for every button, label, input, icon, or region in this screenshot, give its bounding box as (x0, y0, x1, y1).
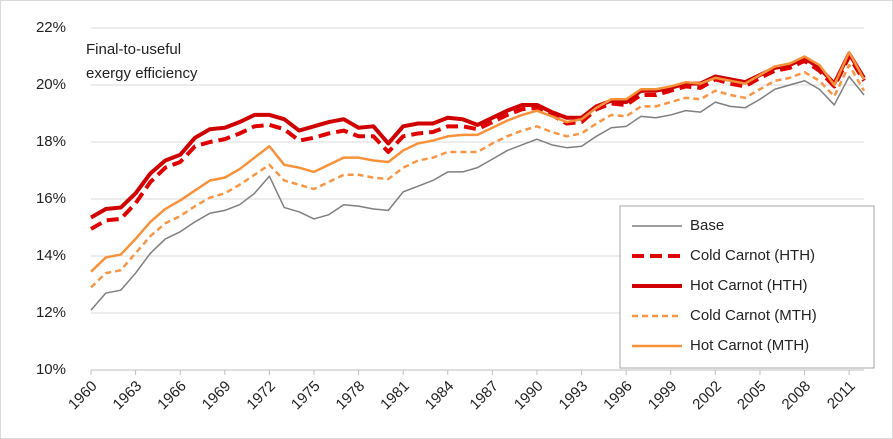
y-tick-label: 12% (36, 304, 66, 321)
series-line (90, 63, 866, 289)
series-line (90, 54, 866, 231)
y-tick-label: 20% (36, 76, 66, 93)
legend-label: Hot Carnot (HTH) (690, 277, 808, 294)
y-tick-label: 10% (36, 361, 66, 378)
legend-label: Cold Carnot (MTH) (690, 307, 817, 324)
legend-label: Hot Carnot (MTH) (690, 337, 809, 354)
lines (90, 50, 866, 311)
series-line (90, 51, 866, 220)
y-tick-label: 18% (36, 133, 66, 150)
y-tick-label: 14% (36, 247, 66, 264)
legend-label: Cold Carnot (HTH) (690, 247, 815, 264)
y-tick-label: 22% (36, 19, 66, 36)
annotation: exergy efficiency (86, 65, 198, 82)
legend-label: Base (690, 217, 724, 234)
series-line (90, 75, 865, 311)
series-line (90, 50, 866, 273)
legend: Base Cold Carnot (HTH) Hot Carnot (HTH) Col… (619, 205, 875, 369)
annotation: Final-to-useful (86, 41, 181, 58)
y-tick-label: 16% (36, 190, 66, 207)
